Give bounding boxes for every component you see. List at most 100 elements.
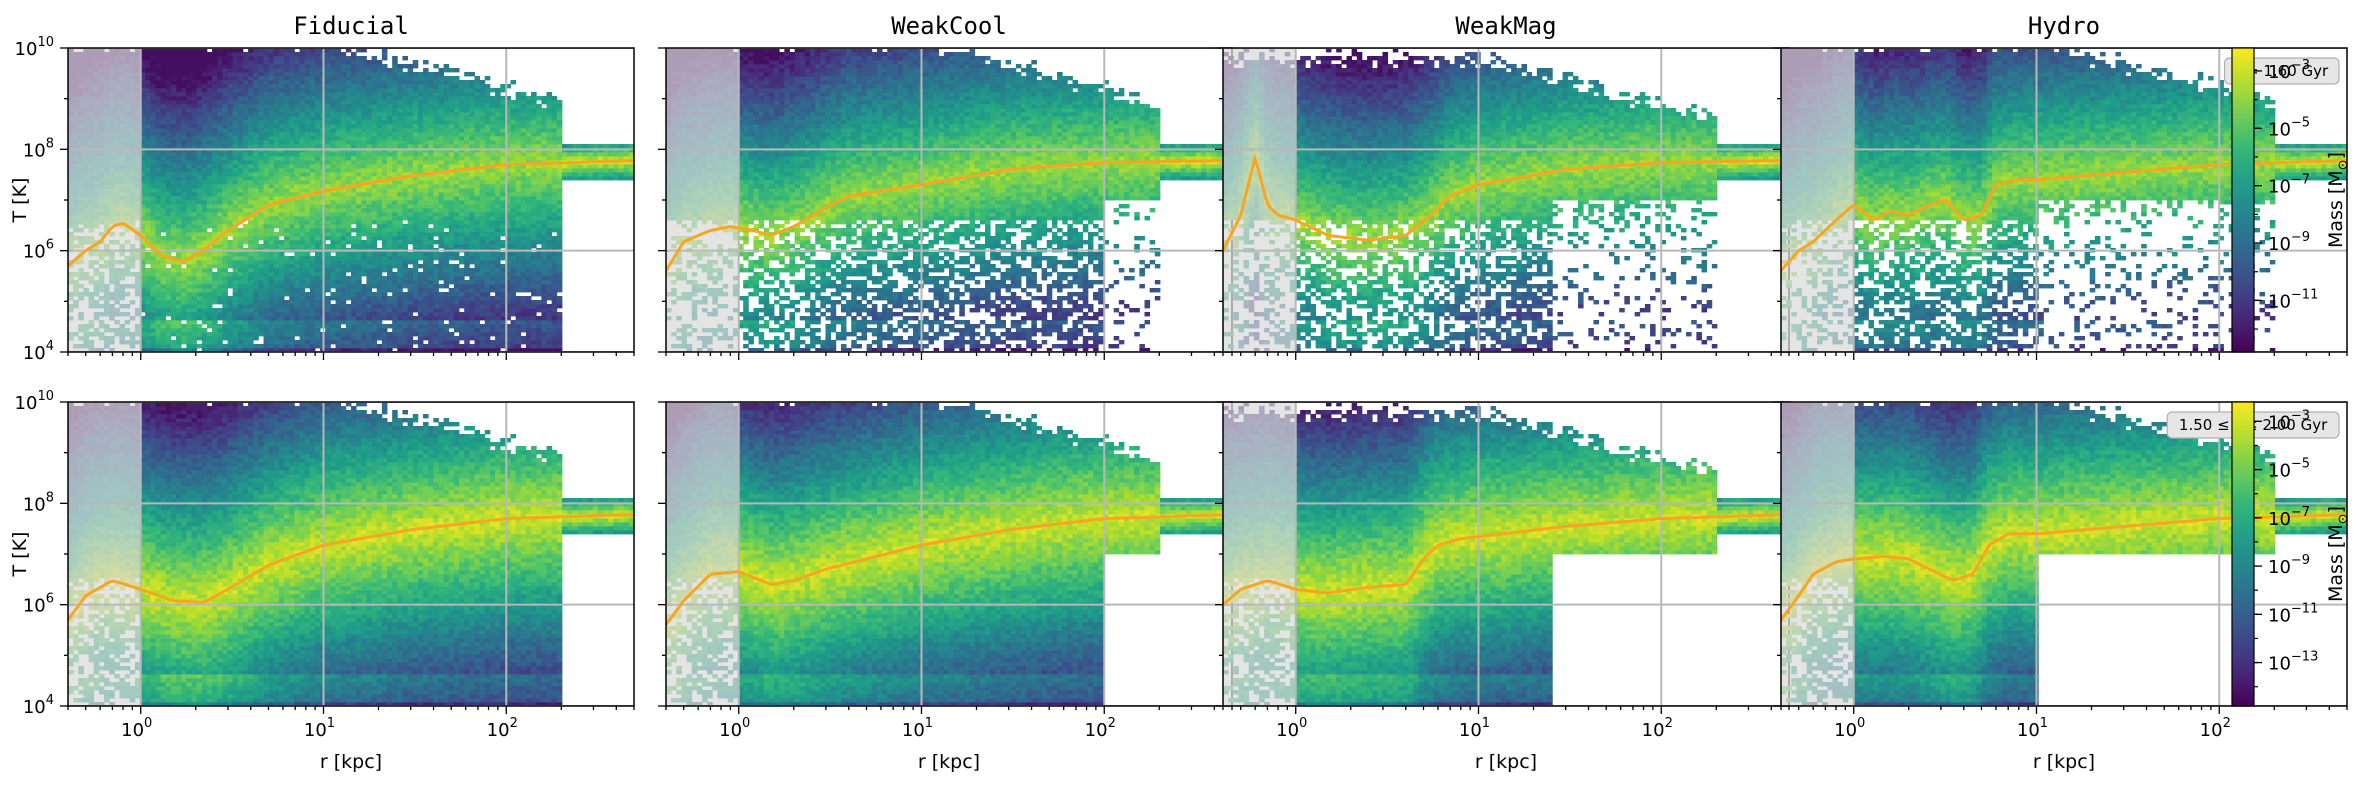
heatmap-cell xyxy=(423,312,429,317)
heatmap-cell xyxy=(289,340,295,345)
heatmap-cell xyxy=(227,272,234,277)
heatmap-cell xyxy=(278,68,285,73)
heatmap-cell xyxy=(304,204,311,209)
heatmap-cell xyxy=(140,300,146,305)
heatmap-cell xyxy=(284,140,290,145)
heatmap-cell xyxy=(376,96,383,101)
heatmap-cell xyxy=(196,276,203,281)
heatmap-cell xyxy=(412,212,419,217)
heatmap-cell xyxy=(170,168,177,173)
heatmap-cell xyxy=(191,280,198,285)
heatmap-cell xyxy=(294,76,300,81)
heatmap-cell xyxy=(165,348,172,352)
heatmap-cell xyxy=(217,116,223,121)
heatmap-cell xyxy=(196,60,203,65)
heatmap-cell xyxy=(160,308,167,313)
heatmap-cell xyxy=(232,348,239,352)
heatmap-cell xyxy=(335,216,342,221)
heatmap-cell xyxy=(227,48,234,53)
heatmap-cell xyxy=(289,80,295,85)
heatmap-cell xyxy=(140,56,146,61)
heatmap-cell xyxy=(387,280,393,285)
heatmap-cell xyxy=(258,344,264,349)
heatmap-cell xyxy=(232,296,239,301)
heatmap-cell xyxy=(366,216,372,221)
heatmap-cell xyxy=(176,132,182,137)
heatmap-cell xyxy=(361,272,367,277)
heatmap-cell xyxy=(356,268,362,273)
heatmap-cell xyxy=(140,184,146,189)
heatmap-cell xyxy=(176,124,182,129)
heatmap-cell xyxy=(206,260,213,265)
heatmap-cell xyxy=(299,84,306,89)
heatmap-cell xyxy=(201,232,208,237)
heatmap-cell xyxy=(371,272,378,277)
heatmap-cell xyxy=(232,120,239,125)
heatmap-cell xyxy=(309,164,316,169)
heatmap-cell xyxy=(335,160,342,165)
heatmap-cell xyxy=(145,80,151,85)
heatmap-cell xyxy=(423,152,429,157)
heatmap-cell xyxy=(412,184,419,189)
heatmap-cell xyxy=(222,308,228,313)
heatmap-cell xyxy=(304,216,311,221)
heatmap-cell xyxy=(237,200,244,205)
heatmap-cell xyxy=(140,112,146,117)
heatmap-cell xyxy=(314,276,321,281)
heatmap-cell xyxy=(140,140,146,145)
heatmap-cell xyxy=(361,320,367,325)
heatmap-cell xyxy=(387,232,393,237)
heatmap-cell xyxy=(412,316,419,321)
heatmap-cell xyxy=(196,316,203,321)
heatmap-cell xyxy=(212,312,218,317)
heatmap-cell xyxy=(387,104,393,109)
heatmap-cell xyxy=(304,280,311,285)
heatmap-cell xyxy=(289,176,295,181)
heatmap-cell xyxy=(206,316,213,321)
heatmap-cell xyxy=(155,204,162,209)
heatmap-cell xyxy=(150,328,156,333)
heatmap-cell xyxy=(242,164,249,169)
heatmap-cell xyxy=(206,104,213,109)
heatmap-cell xyxy=(309,244,316,249)
heatmap-cell xyxy=(417,164,424,169)
heatmap-cell xyxy=(273,84,280,89)
heatmap-cell xyxy=(140,120,146,125)
heatmap-cell xyxy=(242,232,249,237)
heatmap-cell xyxy=(397,84,403,89)
heatmap-cell xyxy=(407,104,414,109)
heatmap-cell xyxy=(242,112,249,117)
heatmap-cell xyxy=(176,228,182,233)
heatmap-cell xyxy=(402,96,408,101)
heatmap-cell xyxy=(248,88,254,93)
heatmap-cell xyxy=(294,208,300,213)
heatmap-cell xyxy=(196,208,203,213)
heatmap-cell xyxy=(330,96,336,101)
heatmap-cell xyxy=(206,200,213,205)
heatmap-cell xyxy=(170,156,177,161)
heatmap-cell xyxy=(237,236,244,241)
heatmap-cell xyxy=(155,268,162,273)
heatmap-cell xyxy=(258,48,264,53)
heatmap-cell xyxy=(263,244,270,249)
heatmap-cell xyxy=(170,264,177,269)
heatmap-cell xyxy=(186,304,192,309)
heatmap-cell xyxy=(289,152,295,157)
heatmap-cell xyxy=(278,104,285,109)
heatmap-cell xyxy=(278,340,285,345)
heatmap-cell xyxy=(304,152,311,157)
heatmap-cell xyxy=(186,240,192,245)
heatmap-cell xyxy=(268,96,275,101)
heatmap-cell xyxy=(371,216,378,221)
heatmap-cell xyxy=(160,344,167,349)
heatmap-cell xyxy=(150,332,156,337)
heatmap-cell xyxy=(402,296,408,301)
heatmap-cell xyxy=(237,340,244,345)
heatmap-cell xyxy=(242,64,249,69)
heatmap-cell xyxy=(351,300,357,305)
heatmap-cell xyxy=(345,196,352,201)
heatmap-cell xyxy=(217,156,223,161)
heatmap-cell xyxy=(278,272,285,277)
heatmap-cell xyxy=(417,252,424,257)
heatmap-cell xyxy=(176,268,182,273)
